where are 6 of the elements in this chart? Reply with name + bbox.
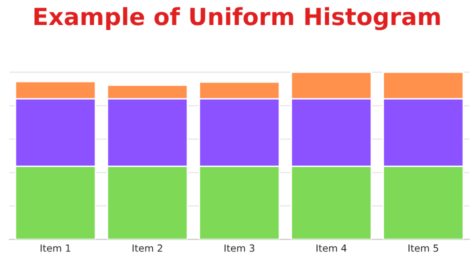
x-tick-label: Item 5: [408, 244, 438, 252]
chart-title: Example of Uniform Histogram: [34, 7, 440, 30]
x-tick-label: Item 2: [132, 244, 162, 252]
x-tick-label: Item 4: [316, 244, 346, 252]
x-tick-label: Item 1: [40, 244, 70, 252]
x-tick-label: Item 3: [224, 244, 254, 252]
